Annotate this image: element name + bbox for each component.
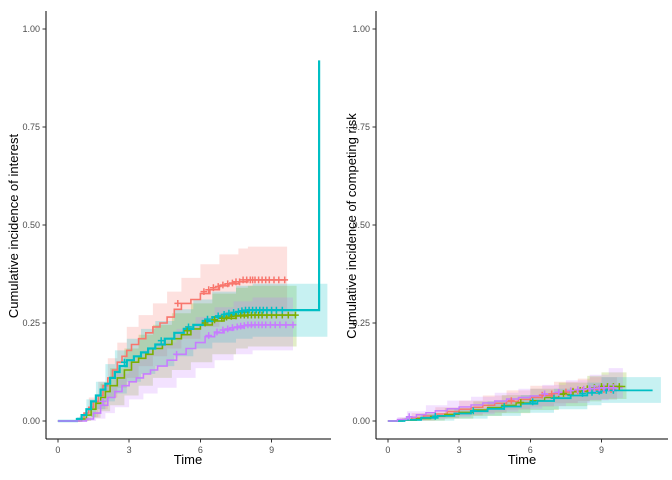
band-group-2: [81, 285, 297, 421]
censor-mark-group-3: [431, 412, 439, 420]
curve-group-3: [57, 60, 321, 423]
censor-mark-group-1: [219, 281, 227, 289]
censor-mark-group-4: [99, 398, 107, 405]
censor-mark-group-4: [213, 328, 221, 336]
x-tick-label: 9: [599, 445, 604, 455]
censor-mark-group-1: [200, 288, 208, 295]
censor-mark-group-3: [500, 403, 508, 410]
censor-mark-group-1: [507, 397, 515, 404]
censor-mark-group-4: [289, 321, 297, 329]
band-group-4: [397, 368, 623, 421]
x-tick-label: 3: [457, 445, 462, 455]
x-tick-label: 6: [528, 445, 533, 455]
censor-mark-group-2: [517, 399, 525, 406]
curve-group-2: [57, 314, 296, 422]
censor-mark-group-2: [560, 390, 567, 397]
y-tick-label: 0.00: [352, 416, 370, 426]
censor-mark-group-3: [235, 308, 242, 315]
censor-mark-group-2: [615, 383, 623, 390]
censor-mark-group-1: [224, 280, 232, 288]
censor-mark-group-3: [225, 309, 233, 317]
censor-mark-group-1: [275, 276, 283, 284]
censor-mark-group-3: [157, 337, 165, 344]
censor-marks: [99, 276, 299, 405]
y-tick-label: 0.75: [352, 122, 370, 132]
censor-mark-group-4: [205, 332, 213, 339]
censor-mark-group-1: [548, 390, 556, 398]
y-tick-label: 0.75: [22, 122, 40, 132]
censor-mark-group-4: [240, 322, 248, 330]
censor-mark-group-3: [529, 398, 537, 406]
censor-mark-group-3: [220, 311, 228, 318]
censor-mark-group-2: [218, 314, 226, 322]
censor-mark-group-4: [282, 321, 290, 329]
censor-mark-group-2: [284, 311, 292, 319]
y-tick-label: 1.00: [22, 24, 40, 34]
censor-mark-group-1: [210, 284, 217, 292]
y-tick-label: 0.25: [22, 318, 40, 328]
panel-competing-risk: 0.00 0.25 0.50 0.75 1.00 0 3 6 9: [352, 11, 668, 455]
censor-mark-group-4: [173, 350, 180, 358]
censor-mark-group-3: [204, 315, 211, 323]
censor-mark-group-4: [580, 385, 588, 393]
censor-mark-group-2: [211, 316, 218, 324]
axes: 0.00 0.25 0.50 0.75 1.00 0 3 6 9: [22, 11, 331, 455]
x-tick-label: 3: [127, 445, 132, 455]
censor-mark-group-3: [550, 394, 558, 402]
confidence-bands: [397, 368, 661, 421]
x-tick-label: 9: [269, 445, 274, 455]
x-tick-label: 6: [198, 445, 203, 455]
band-group-3: [76, 283, 328, 421]
censor-mark-group-3: [273, 306, 280, 314]
censor-mark-group-1: [174, 300, 182, 307]
censor-mark-group-2: [292, 311, 299, 319]
x-tick-label: 0: [385, 445, 390, 455]
censor-mark-group-3: [185, 323, 192, 331]
censor-mark-group-3: [278, 306, 286, 314]
censor-mark-group-1: [205, 286, 213, 294]
censor-mark-group-4: [233, 323, 241, 331]
censor-mark-group-1: [229, 279, 236, 287]
censor-mark-group-4: [567, 387, 575, 395]
censor-mark-group-4: [219, 326, 227, 334]
axes: 0.00 0.25 0.50 0.75 1.00 0 3 6 9: [352, 11, 668, 455]
censor-mark-group-4: [555, 389, 563, 396]
censor-mark-group-1: [214, 283, 222, 290]
y-tick-label: 0.25: [352, 318, 370, 328]
censor-mark-group-3: [588, 389, 596, 396]
censor-mark-group-2: [232, 312, 240, 320]
censor-mark-group-3: [469, 407, 477, 415]
panel-interest: 0.00 0.25 0.50 0.75 1.00 0 3 6 9: [22, 11, 331, 455]
censor-mark-group-4: [276, 321, 284, 329]
censor-mark-group-4: [405, 413, 413, 421]
censor-mark-group-4: [610, 384, 617, 392]
censor-mark-group-4: [541, 390, 548, 398]
censor-mark-group-2: [201, 319, 209, 327]
y-tick-label: 0.50: [22, 220, 40, 230]
censor-mark-group-3: [121, 358, 128, 366]
censor-mark-group-3: [230, 309, 237, 316]
y-tick-label: 0.50: [352, 220, 370, 230]
censor-mark-group-2: [183, 327, 191, 335]
censor-mark-group-2: [604, 383, 611, 390]
x-tick-label: 0: [55, 445, 60, 455]
y-tick-label: 1.00: [352, 24, 370, 34]
censor-mark-group-3: [579, 390, 586, 397]
censor-mark-group-1: [281, 276, 289, 284]
y-tick-label: 0.00: [22, 416, 40, 426]
censor-mark-group-1: [236, 278, 243, 286]
censor-mark-group-4: [229, 324, 236, 332]
censor-mark-group-4: [574, 386, 582, 393]
censor-mark-group-3: [214, 312, 222, 320]
censor-mark-group-4: [224, 325, 232, 333]
censor-marks: [405, 383, 623, 421]
